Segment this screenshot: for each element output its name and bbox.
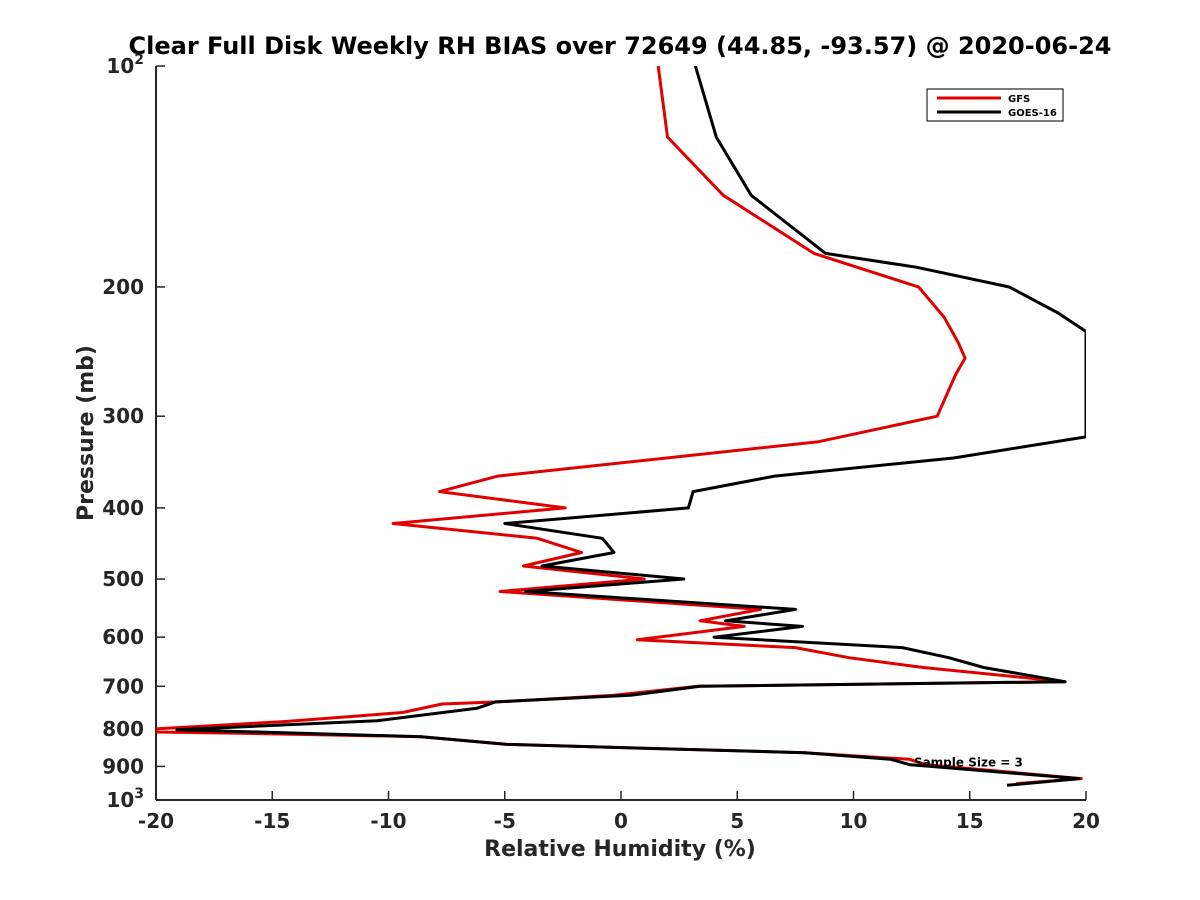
y-tick-label: 500 — [102, 567, 144, 591]
x-tick-label: 0 — [614, 809, 628, 833]
annotation-layer: Sample Size = 3 — [914, 755, 1023, 769]
legend-label: GFS — [1008, 94, 1030, 105]
y-tick-label-exponent: 2 — [134, 52, 144, 68]
y-tick-label-base: 10 — [106, 788, 134, 812]
legend: GFS GOES-16 — [926, 88, 1064, 122]
y-tick-label: 900 — [102, 754, 144, 778]
series-line-gfs — [156, 66, 1083, 786]
y-tick-label: 103 — [106, 786, 144, 812]
x-tick-label: -10 — [370, 809, 406, 833]
x-tick-label: -5 — [494, 809, 516, 833]
x-tick-label: 15 — [956, 809, 984, 833]
x-axis: -20 -15 -10 -5 0 5 10 15 20 — [138, 791, 1100, 833]
y-axis-label: Pressure (mb) — [74, 345, 99, 521]
legend-box — [926, 88, 1064, 122]
x-axis-label: Relative Humidity (%) — [484, 837, 756, 862]
x-tick-label: 10 — [840, 809, 868, 833]
y-tick-label-base: 10 — [106, 54, 134, 78]
legend-label: GOES-16 — [1008, 108, 1057, 119]
y-tick-label-exponent: 3 — [134, 786, 144, 802]
series-line-goes-16 — [175, 66, 1086, 787]
y-tick-label: 400 — [102, 496, 144, 520]
chart-title: Clear Full Disk Weekly RH BIAS over 7264… — [129, 32, 1112, 60]
sample-size-annotation: Sample Size = 3 — [914, 755, 1023, 769]
y-tick-label: 102 — [106, 52, 144, 78]
y-tick-label: 600 — [102, 625, 144, 649]
series-layer — [156, 66, 1086, 787]
y-tick-label: 200 — [102, 275, 144, 299]
x-tick-label: -20 — [138, 809, 174, 833]
x-tick-label: 20 — [1072, 809, 1100, 833]
y-tick-label: 300 — [102, 404, 144, 428]
x-tick-label: -15 — [254, 809, 290, 833]
y-tick-label: 700 — [102, 674, 144, 698]
x-tick-label: 5 — [730, 809, 744, 833]
y-tick-label: 800 — [102, 717, 144, 741]
